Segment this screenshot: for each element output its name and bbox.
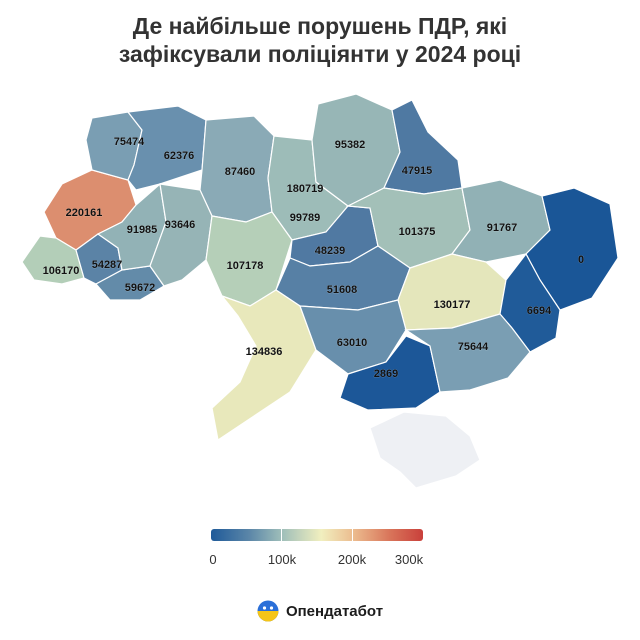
region-label-chernivtsi: 59672: [125, 282, 156, 294]
region-zaporizhzhia: [404, 313, 531, 393]
region-label-donetsk: 6694: [527, 305, 552, 317]
region-label-kyiv-city: 180719: [287, 183, 324, 195]
legend-label-300k: 300k: [394, 552, 424, 567]
region-label-cherkasy: 48239: [315, 245, 346, 257]
title-line-1: Де найбільше порушень ПДР, які: [132, 13, 508, 39]
region-label-mykolaiv: 63010: [337, 337, 368, 349]
region-label-poltava: 101375: [399, 226, 436, 238]
region-label-kyiv-oblast: 99789: [290, 212, 321, 224]
region-crimea: [369, 411, 481, 489]
region-zakarpattia: [21, 235, 85, 285]
region-label-volyn: 75474: [114, 136, 145, 148]
region-luhansk: [525, 187, 619, 311]
region-label-khmelnytskyi: 93646: [165, 219, 196, 231]
region-label-ternopil: 91985: [127, 224, 158, 236]
region-label-dnipro: 130177: [434, 299, 471, 311]
legend-tick: [281, 529, 282, 541]
opendatabot-logo-icon: [257, 600, 279, 622]
legend-label-100k: 100k: [267, 552, 297, 567]
region-label-sumy: 47915: [402, 165, 433, 177]
region-label-zakarpattia: 106170: [43, 265, 80, 277]
region-label-kharkiv: 91767: [487, 222, 518, 234]
brand-name: Опендатабот: [285, 602, 384, 620]
region-khmelnytskyi: [149, 183, 213, 287]
region-label-kherson: 2869: [374, 368, 398, 380]
brand: Опендатабот: [0, 600, 640, 627]
page-title: Де найбільше порушень ПДР, які зафіксува…: [0, 12, 640, 68]
region-label-zhytomyr: 87460: [225, 166, 256, 178]
region-label-kirovohrad: 51608: [327, 284, 358, 296]
legend-label-200k: 200k: [337, 552, 367, 567]
legend-gradient: [211, 529, 423, 541]
title-line-2: зафіксували поліціянти у 2024 році: [118, 41, 522, 67]
legend-colorbar: [211, 529, 423, 541]
region-label-odesa: 134836: [246, 346, 283, 358]
region-label-ivano-frankivsk: 54287: [92, 259, 123, 271]
legend-tick: [352, 529, 353, 541]
region-label-rivne: 62376: [164, 150, 195, 162]
region-rivne: [126, 105, 207, 191]
region-label-zaporizhzhia: 75644: [458, 341, 489, 353]
region-label-luhansk: 0: [578, 254, 584, 266]
region-odesa: [211, 289, 317, 442]
legend-label-0: 0: [209, 552, 217, 567]
region-label-vinnytsia: 107178: [227, 260, 264, 272]
region-label-lviv: 220161: [66, 207, 103, 219]
region-label-chernihiv: 95382: [335, 139, 366, 151]
region-mykolaiv: [299, 299, 407, 375]
